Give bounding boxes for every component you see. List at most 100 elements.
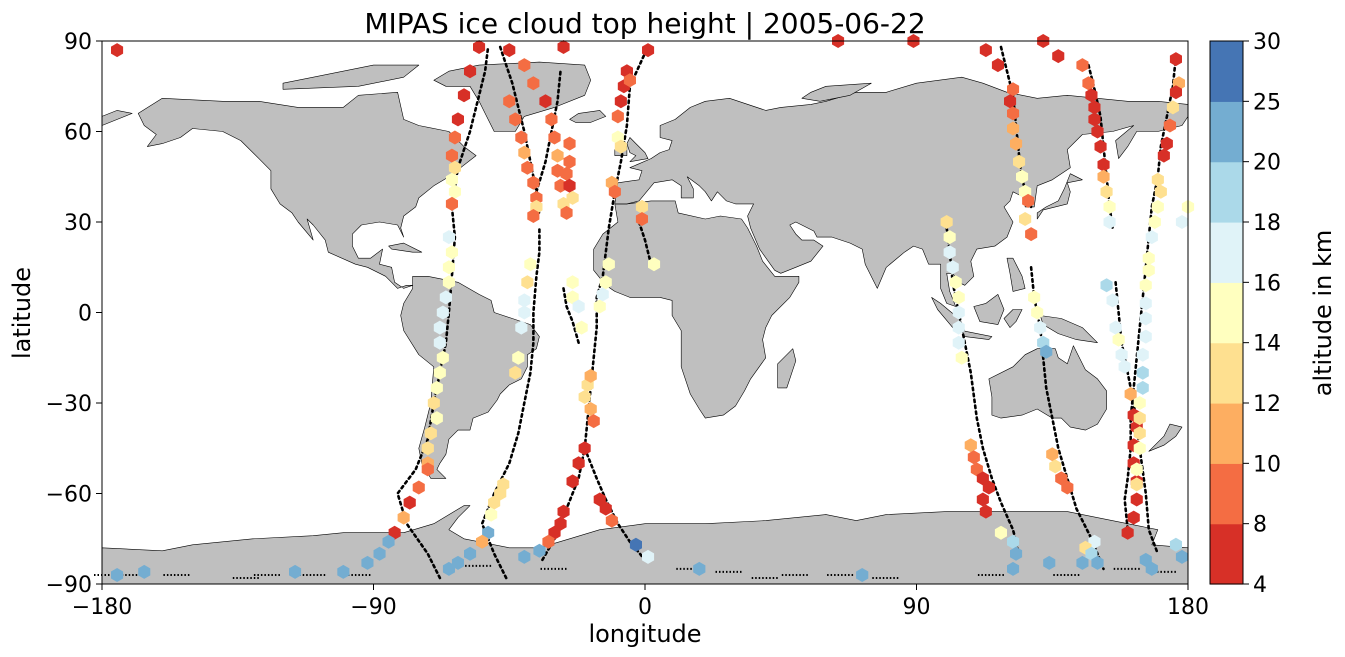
cloud-point: [527, 76, 540, 91]
cloud-point: [442, 230, 455, 245]
cloud-point: [584, 368, 597, 383]
cloud-point: [982, 480, 995, 495]
cloud-point: [518, 145, 531, 160]
land-shape-4: [614, 76, 1189, 307]
cloud-point: [1160, 136, 1173, 151]
x-tick-label: 90: [903, 595, 931, 620]
x-axis: −180 −90 0 90 180: [72, 584, 1209, 620]
x-tick-label: 0: [638, 595, 652, 620]
cloud-point: [539, 94, 552, 109]
cloud-point: [1007, 121, 1020, 136]
cloud-point: [1151, 199, 1164, 214]
cloud-point: [1169, 537, 1182, 552]
cloud-point: [1115, 347, 1128, 362]
cloud-point: [445, 148, 458, 163]
cloud-point: [424, 426, 437, 441]
land-shape-18: [1006, 257, 1026, 292]
cloud-point: [1082, 76, 1095, 91]
colorbar-bin: [1210, 282, 1243, 344]
cloud-point: [584, 402, 597, 416]
cloud-point: [1136, 380, 1149, 395]
orbit-track-9: [945, 226, 1021, 556]
cloud-point: [527, 175, 540, 190]
cloud-point: [1097, 169, 1110, 184]
y-tick-label: −60: [46, 483, 92, 508]
cloud-point: [1085, 546, 1098, 561]
cloud-point: [111, 43, 124, 58]
land-shape-11: [1036, 173, 1083, 220]
cloud-point: [527, 209, 540, 223]
cloud-point: [509, 112, 522, 127]
cloud-point: [1139, 552, 1152, 567]
colorbar-bin: [1210, 101, 1243, 163]
cloud-point: [503, 94, 516, 109]
cloud-point: [566, 290, 579, 305]
colorbar-tick-label: 12: [1253, 392, 1281, 417]
colorbar-tick-label: 4: [1253, 573, 1267, 598]
colorbar-bin: [1210, 523, 1243, 585]
cloud-point: [1121, 525, 1134, 540]
cloud-point: [979, 504, 992, 519]
cloud-point: [1112, 332, 1125, 347]
cloud-point: [1013, 154, 1026, 169]
colorbar: 4 8 10 12 14 16 18 20 25 30: [1209, 30, 1281, 598]
cloud-point: [1007, 561, 1020, 576]
cloud-point: [524, 257, 537, 272]
cloud-point: [1130, 492, 1143, 507]
cloud-point: [1142, 263, 1155, 278]
cloud-point: [952, 290, 965, 305]
map-plot-area: [94, 34, 1195, 585]
cloud-point: [476, 534, 489, 549]
cloud-point: [970, 462, 983, 477]
cloud-point: [1055, 471, 1068, 486]
cloud-point: [457, 88, 471, 103]
cloud-point: [554, 516, 567, 531]
x-axis-label: longitude: [588, 620, 701, 648]
cloud-point: [445, 172, 458, 187]
cloud-point: [964, 438, 977, 453]
colorbar-bin: [1210, 463, 1243, 525]
cloud-point: [427, 396, 440, 410]
cloud-point: [642, 43, 655, 58]
orbit-track-1: [480, 226, 541, 580]
cloud-point: [563, 154, 576, 169]
cloud-point: [952, 335, 965, 350]
cloud-point: [1136, 365, 1149, 380]
cloud-point: [1151, 172, 1164, 187]
cloud-point: [1088, 100, 1101, 115]
cloud-point: [382, 534, 395, 549]
cloud-point: [856, 568, 869, 582]
cloud-point: [614, 139, 627, 154]
cloud-point: [485, 507, 498, 522]
cloud-point: [289, 564, 302, 579]
cloud-point: [397, 510, 410, 525]
cloud-point: [1163, 118, 1176, 133]
cloud-point: [1166, 100, 1179, 115]
cloud-point: [545, 112, 558, 127]
cloud-point: [629, 537, 642, 552]
cloud-point: [1103, 199, 1116, 214]
cloud-point: [430, 411, 443, 426]
cloud-point: [566, 190, 579, 205]
cloud-point: [473, 40, 486, 54]
cloud-point: [1154, 184, 1167, 199]
cloud-point: [976, 471, 989, 486]
colorbar-tick-label: 30: [1253, 30, 1281, 55]
cloud-point: [560, 205, 573, 220]
cloud-point: [1007, 82, 1020, 97]
land-shape-3: [593, 200, 800, 419]
cloud-point: [605, 513, 618, 528]
cloud-point: [572, 456, 585, 471]
cloud-point: [614, 94, 627, 109]
colorbar-tick-label: 18: [1253, 211, 1281, 236]
cloud-point: [542, 534, 555, 549]
cloud-point: [464, 546, 477, 561]
cloud-point: [1133, 396, 1146, 410]
cloud-point: [1133, 441, 1146, 456]
cloud-point: [557, 504, 570, 519]
cloud-point: [593, 299, 606, 314]
cloud-point: [602, 257, 615, 272]
cloud-point: [442, 275, 455, 290]
cloud-point: [593, 492, 606, 507]
cloud-point: [1124, 387, 1137, 401]
